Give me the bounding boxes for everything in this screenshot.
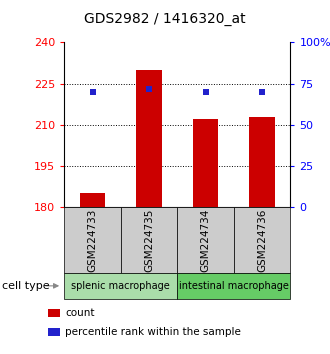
Text: GDS2982 / 1416320_at: GDS2982 / 1416320_at bbox=[84, 12, 246, 27]
Text: GSM224734: GSM224734 bbox=[201, 208, 211, 272]
Text: cell type: cell type bbox=[2, 281, 49, 291]
Text: splenic macrophage: splenic macrophage bbox=[72, 281, 170, 291]
Bar bbox=[80, 193, 105, 207]
Text: GSM224736: GSM224736 bbox=[257, 208, 267, 272]
Bar bbox=[193, 119, 218, 207]
Text: count: count bbox=[65, 308, 95, 318]
Bar bbox=[249, 116, 275, 207]
Text: GSM224735: GSM224735 bbox=[144, 208, 154, 272]
Text: GSM224733: GSM224733 bbox=[87, 208, 98, 272]
Bar bbox=[136, 70, 162, 207]
Text: intestinal macrophage: intestinal macrophage bbox=[179, 281, 289, 291]
Text: percentile rank within the sample: percentile rank within the sample bbox=[65, 327, 241, 337]
